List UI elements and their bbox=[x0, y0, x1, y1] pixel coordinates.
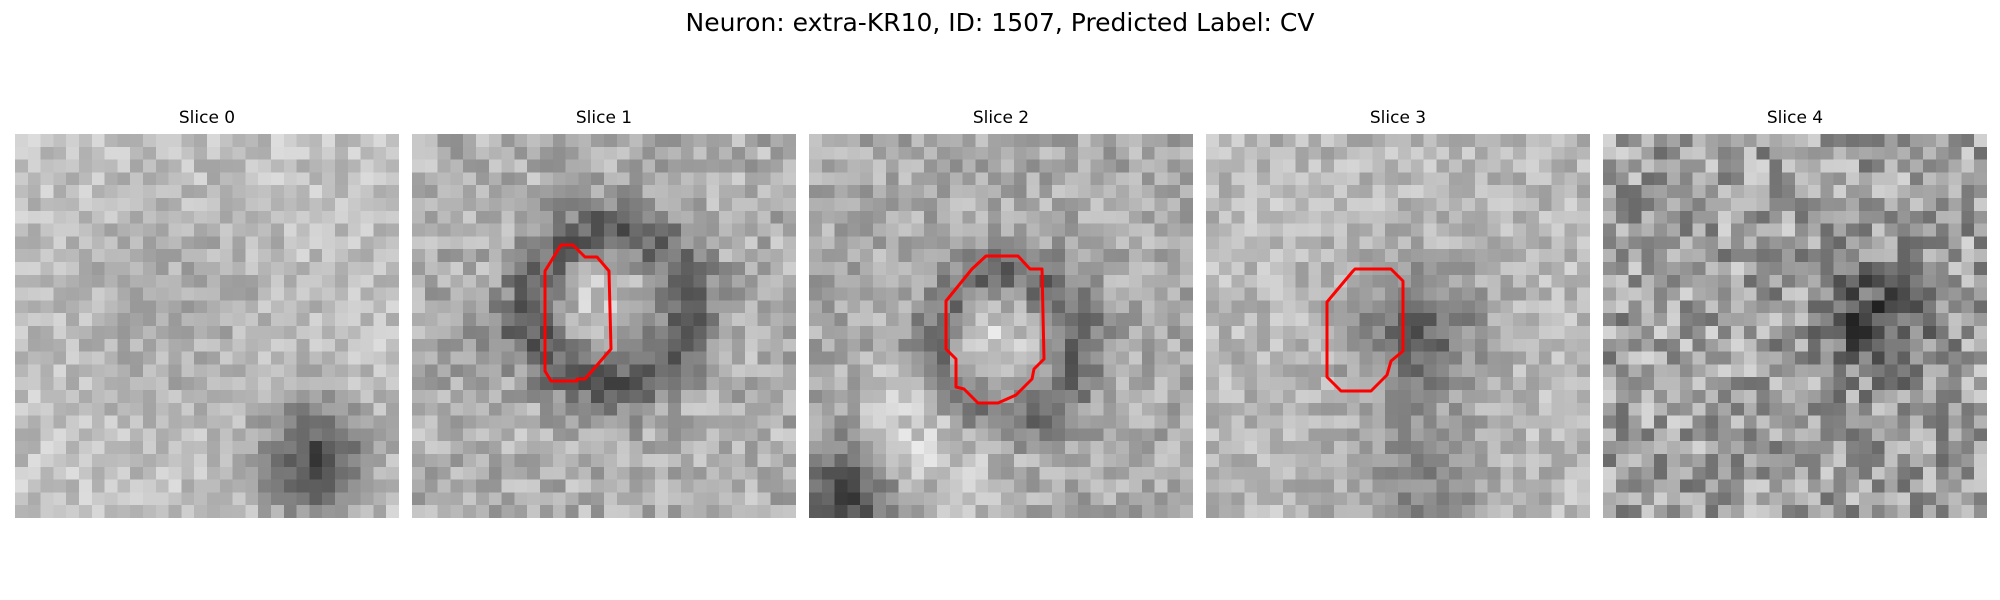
slice-title: Slice 4 bbox=[1766, 108, 1824, 128]
slice-title: Slice 3 bbox=[1369, 108, 1427, 128]
slice-image bbox=[15, 134, 399, 518]
roi-contour bbox=[1325, 267, 1405, 393]
grayscale-patch bbox=[809, 134, 1193, 518]
slice-image bbox=[809, 134, 1193, 518]
roi-contour-overlay bbox=[543, 243, 613, 383]
grayscale-patch bbox=[1206, 134, 1590, 518]
roi-contour bbox=[543, 243, 613, 383]
slice-image bbox=[1206, 134, 1590, 518]
roi-contour-overlay bbox=[1325, 267, 1405, 393]
slice-image bbox=[1603, 134, 1987, 518]
roi-contour bbox=[944, 254, 1046, 405]
roi-contour-overlay bbox=[944, 254, 1046, 405]
slice-title: Slice 2 bbox=[972, 108, 1030, 128]
slice-image bbox=[412, 134, 796, 518]
grayscale-patch bbox=[1603, 134, 1987, 518]
grayscale-patch bbox=[15, 134, 399, 518]
slice-title: Slice 1 bbox=[575, 108, 633, 128]
grayscale-patch bbox=[412, 134, 796, 518]
slice-title: Slice 0 bbox=[178, 108, 236, 128]
figure-title: Neuron: extra-KR10, ID: 1507, Predicted … bbox=[685, 8, 1315, 37]
